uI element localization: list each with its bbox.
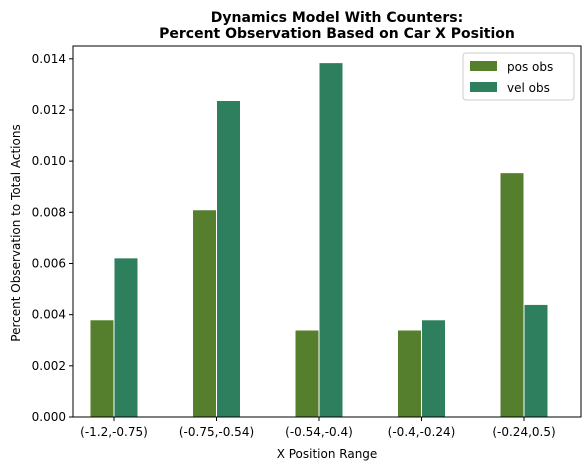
bar-vel-obs-0 [113,257,139,418]
x-tick-label-3: (-0.4,-0.24) [388,425,456,439]
bar-pos-obs-4 [499,172,525,418]
y-tick-label-2: 0.004 [32,308,66,322]
x-axis-label: X Position Range [277,447,378,461]
x-tick-label-0: (-1.2,-0.75) [80,425,148,439]
x-tick-label-4: (-0.24,0.5) [492,425,555,439]
y-tick-label-1: 0.002 [32,359,66,373]
legend: pos obs vel obs [462,52,575,101]
y-tick-label-3: 0.006 [32,256,66,270]
bar-vel-obs-4 [523,303,549,418]
x-ticks-group: (-1.2,-0.75) (-0.75,-0.54) (-0.54,-0.4) (-0… [80,417,556,439]
legend-swatch-pos-obs [470,61,497,71]
bar-pos-obs-1 [192,209,217,418]
y-tick-label-0: 0.000 [32,410,66,424]
x-tick-label-2: (-0.54,-0.4) [285,425,353,439]
plot-frame [72,45,582,418]
chart-title-line-1: Dynamics Model With Counters: [211,10,463,26]
bar-vel-obs-3 [421,319,446,418]
bars-group [89,62,549,418]
y-axis-label: Percent Observation to Total Actions [9,124,23,341]
bar-pos-obs-0 [89,319,115,418]
bar-vel-obs-2 [318,62,344,418]
y-tick-label-4: 0.008 [32,205,66,219]
bar-vel-obs-1 [216,99,241,418]
legend-swatch-vel-obs [470,82,497,92]
y-tick-label-5: 0.010 [32,154,66,168]
y-tick-label-7: 0.014 [32,52,66,66]
bar-pos-obs-2 [294,329,320,418]
legend-label-pos-obs: pos obs [507,60,553,74]
legend-label-vel-obs: vel obs [507,81,550,95]
x-tick-label-1: (-0.75,-0.54) [179,425,254,439]
y-ticks-group: 0.000 0.002 0.004 0.006 0.008 0.010 0.012 0.014 [32,52,73,424]
bar-pos-obs-3 [397,329,422,418]
y-tick-label-6: 0.012 [32,103,66,117]
chart-title-line-2: Percent Observation Based on Car X Posit… [159,26,515,42]
